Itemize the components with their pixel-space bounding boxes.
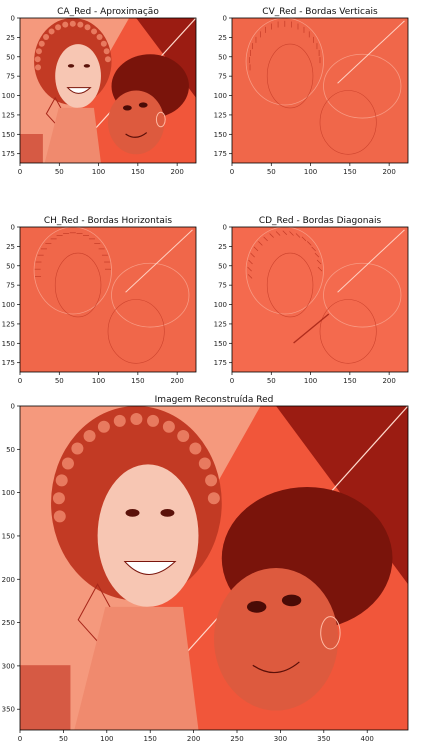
x-tick-label: 50 <box>267 377 276 385</box>
x-tick-label: 0 <box>230 377 234 385</box>
image-horizontal-edges <box>20 227 196 372</box>
y-tick-label: 25 <box>6 243 15 251</box>
y-tick-label: 150 <box>214 340 227 348</box>
axes-frame <box>231 17 409 164</box>
x-tick-label: 250 <box>230 735 243 743</box>
x-tick-label: 50 <box>55 377 64 385</box>
y-tick-label: 350 <box>2 706 15 714</box>
y-tick-label: 100 <box>2 92 15 100</box>
panel-approximation: CA_Red - Aproximação 0 50 100 150 200 0 25 50 75 1… <box>2 7 197 176</box>
x-tick-label: 0 <box>230 168 234 176</box>
y-tick-label: 0 <box>11 403 15 411</box>
y-tick-label: 25 <box>218 243 227 251</box>
y-tick-label: 150 <box>2 131 15 139</box>
y-tick-label: 100 <box>2 489 15 497</box>
x-tick-label: 350 <box>317 735 330 743</box>
y-tick-label: 50 <box>6 53 15 61</box>
y-tick-label: 175 <box>214 150 227 158</box>
y-tick-label: 0 <box>223 15 227 23</box>
x-tick-label: 200 <box>170 168 183 176</box>
y-tick-label: 25 <box>6 34 15 42</box>
y-tick-label: 100 <box>2 301 15 309</box>
chart-title: Imagem Reconstruída Red <box>155 395 274 405</box>
y-tick-label: 100 <box>214 92 227 100</box>
y-tick-label: 75 <box>218 282 227 290</box>
x-tick-label: 150 <box>131 377 144 385</box>
y-tick-label: 175 <box>2 359 15 367</box>
y-tick-label: 100 <box>214 301 227 309</box>
y-tick-label: 50 <box>218 262 227 270</box>
x-tick-label: 50 <box>267 168 276 176</box>
x-tick-label: 50 <box>55 168 64 176</box>
axes-frame <box>231 226 409 373</box>
x-tick-label: 300 <box>274 735 287 743</box>
x-tick-label: 200 <box>382 377 395 385</box>
axes-frame <box>19 226 197 373</box>
x-tick-label: 200 <box>187 735 200 743</box>
y-tick-label: 125 <box>2 111 15 119</box>
image-reconstruction <box>20 406 408 730</box>
y-tick-label: 125 <box>214 320 227 328</box>
chart-title: CD_Red - Bordas Diagonais <box>259 216 382 226</box>
x-tick-label: 100 <box>92 377 105 385</box>
x-tick-label: 100 <box>304 377 317 385</box>
y-tick-label: 175 <box>2 150 15 158</box>
y-tick-label: 150 <box>2 340 15 348</box>
x-tick-label: 150 <box>343 377 356 385</box>
x-tick-label: 200 <box>382 168 395 176</box>
y-tick-label: 0 <box>11 224 15 232</box>
y-tick-label: 50 <box>6 262 15 270</box>
y-tick-label: 200 <box>2 576 15 584</box>
chart-title: CV_Red - Bordas Verticais <box>262 7 378 17</box>
x-tick-label: 150 <box>144 735 157 743</box>
y-tick-label: 25 <box>218 34 227 42</box>
y-tick-label: 75 <box>6 73 15 81</box>
x-tick-label: 150 <box>343 168 356 176</box>
axes-frame <box>19 405 409 731</box>
y-tick-label: 125 <box>214 111 227 119</box>
x-tick-label: 400 <box>361 735 374 743</box>
x-tick-label: 100 <box>92 168 105 176</box>
y-tick-label: 75 <box>6 282 15 290</box>
y-tick-label: 150 <box>2 532 15 540</box>
image-approximation <box>20 18 196 163</box>
y-tick-label: 175 <box>214 359 227 367</box>
axes-frame <box>19 17 197 164</box>
y-tick-label: 0 <box>223 224 227 232</box>
x-tick-label: 100 <box>304 168 317 176</box>
x-tick-label: 150 <box>131 168 144 176</box>
panel-vertical-edges: CV_Red - Bordas Verticais 0 50 100 150 200 0 25… <box>214 7 409 176</box>
y-tick-label: 50 <box>218 53 227 61</box>
x-tick-label: 50 <box>59 735 68 743</box>
y-tick-label: 250 <box>2 619 15 627</box>
y-tick-label: 125 <box>2 320 15 328</box>
y-tick-label: 0 <box>11 15 15 23</box>
x-tick-label: 200 <box>170 377 183 385</box>
x-tick-label: 0 <box>18 377 22 385</box>
y-tick-label: 75 <box>218 73 227 81</box>
image-diagonal-edges <box>232 227 408 372</box>
chart-title: CH_Red - Bordas Horizontais <box>44 216 173 226</box>
panel-horizontal-edges: CH_Red - Bordas Horizontais 0 50 100 150 200 0… <box>2 216 197 385</box>
x-tick-label: 100 <box>100 735 113 743</box>
panel-reconstruction: Imagem Reconstruída Red 0 50 100 150 200 250 30… <box>2 395 409 743</box>
chart-title: CA_Red - Aproximação <box>57 7 159 17</box>
image-vertical-edges <box>232 18 408 163</box>
y-tick-label: 50 <box>6 446 15 454</box>
y-tick-label: 300 <box>2 662 15 670</box>
x-tick-label: 0 <box>18 168 22 176</box>
x-tick-label: 0 <box>18 735 22 743</box>
y-tick-label: 150 <box>214 131 227 139</box>
panel-diagonal-edges: CD_Red - Bordas Diagonais 0 50 100 150 200 0 25… <box>214 216 409 385</box>
